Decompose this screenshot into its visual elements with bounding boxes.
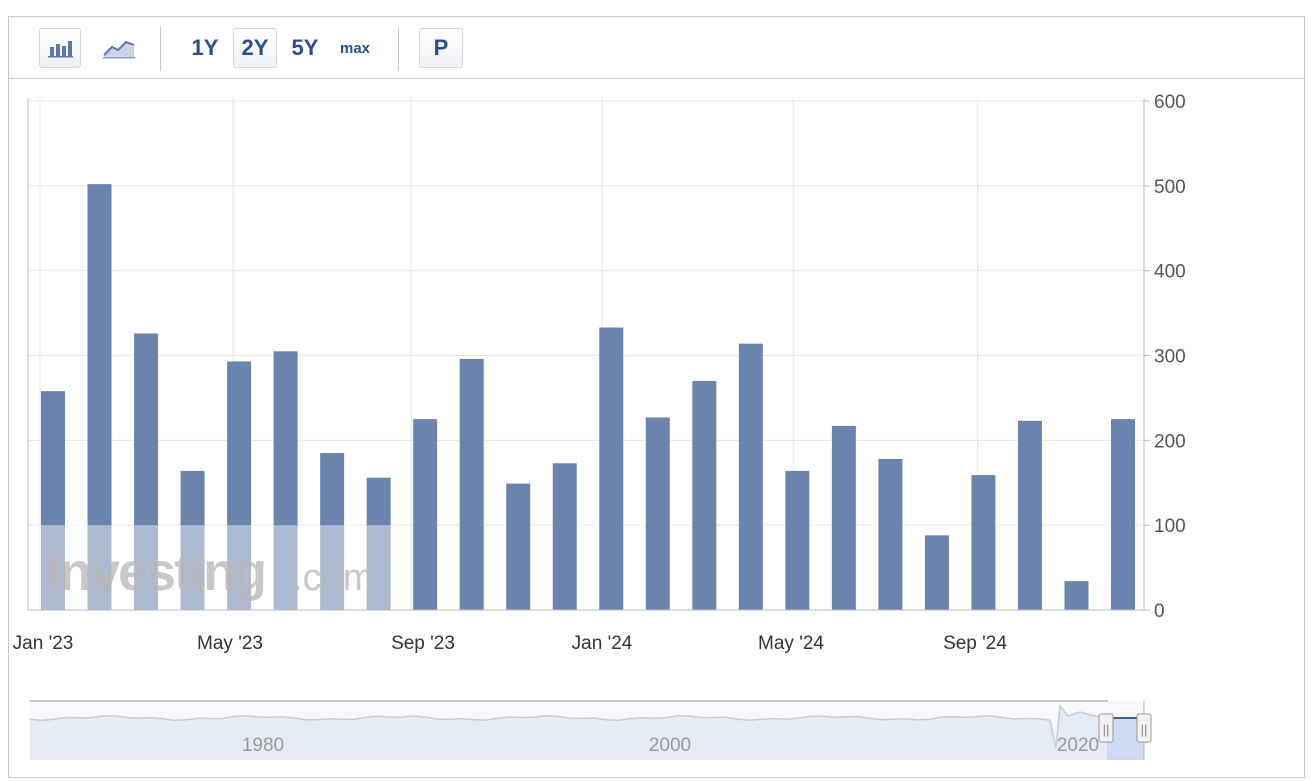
- x-tick-label: Sep '24: [943, 633, 1007, 654]
- bar-feb-24: [645, 417, 670, 610]
- bar-apr-23: [180, 470, 205, 610]
- toolbar-separator: [160, 27, 161, 71]
- bar-dec-23: [552, 463, 577, 610]
- bar-aug-23: [366, 477, 391, 610]
- y-tick-label: 200: [1154, 431, 1186, 452]
- chart-container: 1Y 2Y 5Y max P: [8, 16, 1305, 778]
- range-max-button[interactable]: max: [339, 39, 371, 57]
- bar-jul-23: [320, 453, 345, 610]
- bar-chart-button[interactable]: [39, 28, 81, 68]
- chart-toolbar: 1Y 2Y 5Y max P: [9, 17, 1304, 79]
- line-chart-button[interactable]: [97, 28, 141, 68]
- bar-jan-24: [599, 327, 624, 610]
- x-tick-label: Jan '24: [572, 633, 633, 654]
- handle-grip-icon: ||: [1141, 722, 1148, 737]
- bar-mar-23: [134, 333, 159, 610]
- y-tick-label: 400: [1154, 262, 1186, 283]
- y-tick-label: 500: [1154, 177, 1186, 198]
- handle-grip: [1136, 713, 1152, 743]
- y-tick-label: 0: [1154, 601, 1165, 622]
- y-tick-label: 600: [1154, 92, 1186, 113]
- watermark-brand: Investing: [46, 542, 265, 602]
- bar-nov-23: [506, 483, 531, 610]
- x-tick-label: May '23: [197, 633, 263, 654]
- bar-may-24: [785, 470, 810, 610]
- handle-grip-icon: ||: [1103, 722, 1110, 737]
- bar-nov-24: [1064, 581, 1089, 610]
- bar-oct-23: [459, 358, 484, 610]
- navigator-year-label: 2000: [649, 735, 691, 756]
- toolbar-separator: [398, 27, 399, 71]
- navigator-year-label: 2020: [1057, 735, 1099, 756]
- watermark-suffix: .com: [292, 557, 374, 599]
- bar-oct-24: [1017, 420, 1042, 610]
- x-axis: Jan '23 May '23 Sep '23 Jan '24 May '24 Sep '…: [13, 609, 1144, 654]
- bar-apr-24: [738, 343, 763, 610]
- navigator-right-handle[interactable]: ||: [1136, 713, 1152, 743]
- x-tick-label: May '24: [758, 633, 824, 654]
- bar-jun-24: [831, 425, 856, 610]
- x-tick-label: Jan '23: [13, 633, 74, 654]
- bar-dec-24: [1111, 419, 1135, 610]
- chart-bars-overlay: [36, 525, 398, 610]
- x-tick-label: Sep '23: [391, 633, 455, 654]
- bar-sep-24: [971, 475, 996, 610]
- bar-may-23: [227, 361, 252, 610]
- navigator-left-handle[interactable]: ||: [1098, 713, 1114, 743]
- bar-feb-23: [87, 184, 112, 611]
- range-2y-button[interactable]: 2Y: [233, 28, 277, 68]
- watermark-overlay: [36, 525, 398, 610]
- line-chart-icon: [103, 40, 135, 59]
- bar-chart-icon: [48, 41, 73, 58]
- y-tick-label: 100: [1154, 516, 1186, 537]
- y-tick-label: 300: [1154, 347, 1186, 368]
- range-5y-button[interactable]: 5Y: [291, 35, 319, 60]
- navigator[interactable]: 1980 2000 2020 || ||: [29, 700, 1152, 760]
- bar-jan-23: [41, 391, 65, 610]
- handle-grip: [1098, 713, 1114, 743]
- bar-mar-24: [692, 380, 717, 610]
- navigator-series-line: [29, 704, 1109, 749]
- navigator-year-label: 1980: [242, 735, 284, 756]
- print-button[interactable]: P: [419, 28, 463, 68]
- investing-logo-watermark: Investing .com: [46, 542, 374, 602]
- bar-jul-24: [878, 458, 903, 610]
- bar-jun-23: [273, 351, 298, 610]
- bar-sep-23: [413, 419, 438, 610]
- bar-aug-24: [924, 535, 949, 610]
- range-1y-button[interactable]: 1Y: [191, 35, 219, 60]
- y-axis: 0 100 200 300 400 500 600: [1143, 92, 1186, 622]
- chart-bars: [41, 184, 1135, 611]
